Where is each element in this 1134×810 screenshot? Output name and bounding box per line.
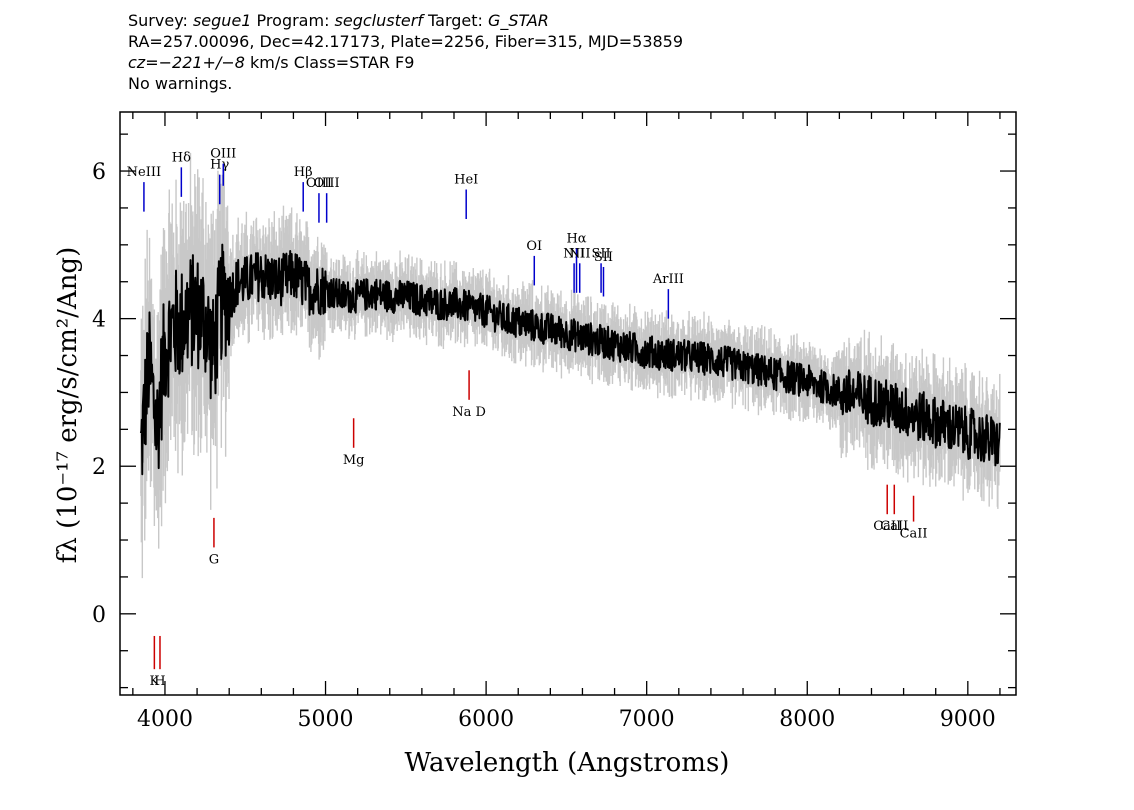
emission-line-label: Hβ [294, 165, 313, 180]
plot-frame [119, 111, 1017, 696]
emission-line-label: ArIII [652, 272, 684, 287]
header-line-coordinates: RA=257.00096, Dec=42.17173, Plate=2256, … [128, 32, 684, 51]
x-tick-label: 9000 [940, 707, 996, 732]
x-tick-label: 8000 [779, 707, 835, 732]
program-value: segclusterf [334, 11, 423, 30]
emission-line-label: OIII [210, 147, 236, 162]
survey-label: Survey: [128, 11, 193, 30]
x-tick-label: 4000 [137, 707, 193, 732]
absorption-line-label: H [154, 674, 165, 689]
program-label: Program: [251, 11, 335, 30]
emission-line-label: OIII [306, 176, 332, 191]
axis-ticks: 4000 5000 6000 7000 8000 9000 0 2 4 6 [92, 112, 1016, 732]
flux-line [139, 243, 1001, 476]
y-tick-label: 6 [92, 160, 106, 185]
x-tick-label: 6000 [458, 707, 514, 732]
x-tick-label: 7000 [619, 707, 675, 732]
class-value: km/s Class=STAR F9 [244, 53, 415, 72]
flux-series [139, 243, 1001, 476]
emission-line-label: NII [563, 246, 585, 261]
y-tick-label: 0 [92, 603, 106, 628]
redshift-value: cz=−221+/−8 [128, 53, 245, 72]
target-value: G_STAR [488, 11, 549, 30]
emission-line-label: Hα [566, 232, 586, 247]
emission-line-label: Hγ [210, 158, 229, 173]
absorption-line-label: CaII [880, 519, 908, 534]
header-line-survey: Survey: segue1 Program: segclusterf Targ… [128, 10, 683, 31]
absorption-line-label: K [150, 674, 160, 689]
absorption-line-label: CaII [900, 527, 928, 542]
target-label: Target: [422, 11, 488, 30]
x-axis-title: Wavelength (Angstroms) [405, 748, 730, 778]
emission-line-label: SII [594, 250, 613, 265]
header-line-warnings: No warnings. [128, 74, 233, 93]
header-line-redshift: cz=−221+/−8 km/s Class=STAR F9 [128, 52, 683, 73]
absorption-line-label: Mg [343, 453, 365, 468]
y-tick-label: 4 [92, 308, 106, 333]
emission-line-label: NII [569, 246, 591, 261]
emission-line-label: NeIII [127, 165, 161, 180]
absorption-line-label: CaII [873, 519, 901, 534]
emission-line-label: OI [526, 239, 542, 254]
plot-border [119, 111, 1017, 696]
spectrum-header: Survey: segue1 Program: segclusterf Targ… [128, 10, 683, 94]
error-band [140, 152, 1001, 579]
survey-value: segue1 [192, 11, 252, 30]
y-axis-title: fλ (10⁻¹⁷ erg/s/cm²/Ang) [53, 247, 83, 563]
x-tick-label: 5000 [298, 707, 354, 732]
emission-line-label: Hδ [172, 150, 191, 165]
absorption-line-label: Na D [452, 405, 486, 420]
y-tick-label: 2 [92, 455, 106, 480]
emission-line-label: OIII [314, 176, 340, 191]
emission-line-label: HeI [454, 172, 478, 187]
emission-line-label: SII [591, 246, 610, 261]
absorption-line-label: G [209, 552, 219, 567]
